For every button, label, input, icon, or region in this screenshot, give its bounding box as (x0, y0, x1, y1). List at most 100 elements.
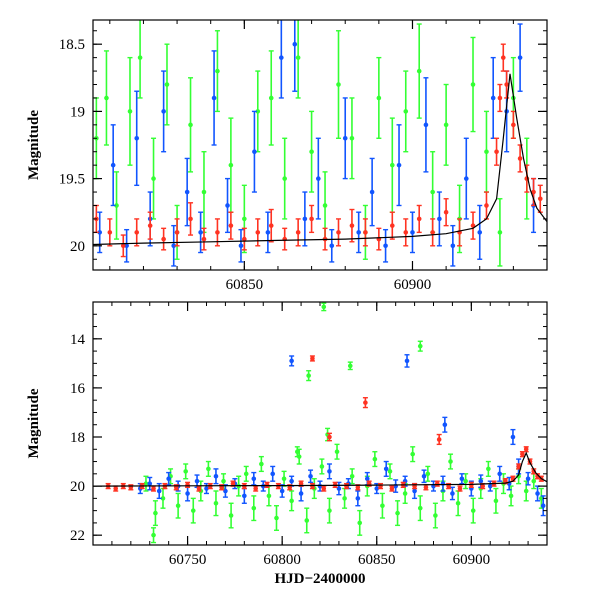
data-point (107, 230, 113, 235)
data-point (525, 476, 531, 482)
data-point (316, 176, 321, 181)
data-point (457, 486, 463, 491)
data-point (374, 486, 380, 491)
data-point (520, 451, 525, 457)
data-point (204, 486, 209, 491)
data-point (486, 466, 491, 472)
data-point (433, 513, 438, 518)
data-point (329, 243, 335, 249)
data-point (443, 209, 449, 215)
plot-area (93, 302, 547, 544)
series-1 (97, 20, 537, 267)
data-point (450, 243, 456, 249)
data-point (395, 510, 400, 516)
data-point (309, 149, 314, 155)
data-point (523, 488, 529, 494)
x-axis-label: HJD−2400000 (274, 571, 365, 587)
data-point (287, 485, 293, 490)
data-point (319, 464, 325, 469)
data-point (190, 508, 196, 513)
data-point (425, 471, 431, 477)
series-0 (143, 302, 544, 544)
data-point (161, 236, 166, 242)
data-point (383, 466, 389, 472)
data-point (487, 483, 493, 489)
x-tick-label: 60900 (453, 552, 491, 568)
data-point (416, 216, 422, 222)
data-point (201, 236, 207, 242)
data-point (500, 55, 506, 60)
series-2 (105, 355, 544, 492)
data-point (490, 95, 496, 101)
data-point (242, 216, 247, 222)
data-point (289, 478, 294, 484)
top-panel: 60850 60900 18.5 19 19.5 20 Magnitude (26, 19, 548, 293)
data-point (511, 122, 516, 128)
data-point (230, 481, 236, 486)
data-point (188, 216, 193, 222)
data-point (470, 508, 476, 513)
data-point (279, 488, 285, 494)
data-point (282, 176, 287, 181)
data-point (396, 162, 402, 168)
data-point (183, 469, 188, 474)
data-point (147, 481, 153, 486)
data-point (459, 476, 465, 482)
data-point (349, 223, 355, 228)
data-point (523, 446, 529, 452)
data-point (259, 461, 264, 467)
data-point (443, 122, 449, 128)
data-point (497, 230, 503, 235)
data-point (110, 162, 116, 168)
data-point (535, 491, 540, 496)
data-point (114, 203, 119, 208)
data-point (480, 483, 485, 489)
data-point (279, 55, 284, 60)
data-point (310, 356, 315, 361)
data-point (531, 189, 536, 195)
x-tick-label: 60900 (394, 277, 432, 293)
data-point (364, 476, 370, 482)
data-point (295, 230, 301, 235)
y-tick-label: 16 (70, 381, 86, 397)
data-point (295, 55, 301, 60)
data-point (403, 230, 409, 235)
data-point (196, 486, 202, 491)
data-point (221, 478, 226, 484)
data-point (389, 486, 395, 491)
data-point (410, 230, 415, 235)
data-point (137, 55, 143, 60)
data-point (194, 478, 200, 484)
data-point (242, 236, 247, 242)
data-point (264, 482, 270, 488)
y-tick-label: 19.5 (59, 172, 85, 188)
model-curve (93, 73, 547, 246)
data-point (185, 482, 190, 488)
y-axis-label: Magnitude (26, 110, 42, 180)
data-point (430, 189, 435, 195)
data-point (470, 82, 476, 87)
data-point (308, 473, 313, 479)
data-point (213, 500, 219, 506)
data-point (174, 230, 180, 235)
data-point (336, 486, 342, 491)
data-point (309, 216, 314, 222)
x-tick-label: 60850 (358, 552, 396, 568)
data-point (531, 478, 537, 484)
y-tick-label: 18 (70, 430, 85, 446)
data-point (517, 156, 523, 161)
data-point (494, 149, 499, 155)
data-point (336, 230, 341, 235)
data-point (516, 464, 521, 469)
data-point (342, 135, 348, 141)
data-point (225, 203, 230, 208)
data-point (124, 243, 129, 249)
data-point (113, 486, 118, 491)
data-point (243, 471, 249, 477)
data-point (497, 471, 503, 477)
data-point (97, 230, 103, 235)
x-tick-label: 60800 (263, 552, 301, 568)
data-point (268, 223, 274, 228)
data-point (255, 109, 261, 114)
